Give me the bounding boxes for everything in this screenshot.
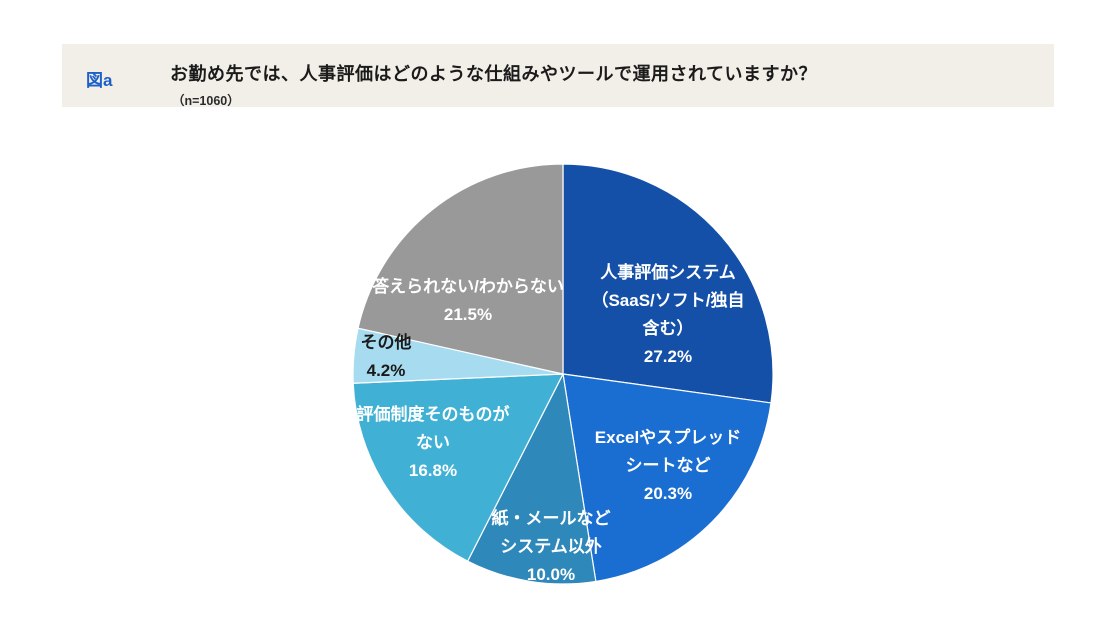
pie-slice-3 <box>467 373 597 585</box>
pie-slice-4 <box>352 373 564 562</box>
sample-size-label: （n=1060） <box>172 94 240 108</box>
pie-slice-label-3: 紙・メールなどシステム以外 10.0% <box>492 508 611 584</box>
chart-title: お勤め先では、人事評価はどのような仕組みやツールで運用されていますか？ <box>170 64 817 84</box>
pie-slice-1 <box>562 163 774 404</box>
figure-label: 図a <box>86 71 113 90</box>
pie-slice-label-1: 人事評価システム（SaaS/ソフト/独自含む） 27.2% <box>591 262 744 366</box>
pie-slice-label-4: 評価制度そのものがない 16.8% <box>357 404 510 480</box>
pie-slice-label-5: その他 4.2% <box>361 332 412 380</box>
pie-slice-label-6: 答えられない/わからない 21.5% <box>372 276 564 324</box>
pie-slice-2 <box>562 373 772 583</box>
pie-slice-6 <box>357 163 564 375</box>
question-header-bar: 図a お勤め先では、人事評価はどのような仕組みやツールで運用されていますか？ （… <box>62 44 1054 108</box>
pie-slice-label-2: Excelやスプレッドシートなど 20.3% <box>595 427 741 503</box>
